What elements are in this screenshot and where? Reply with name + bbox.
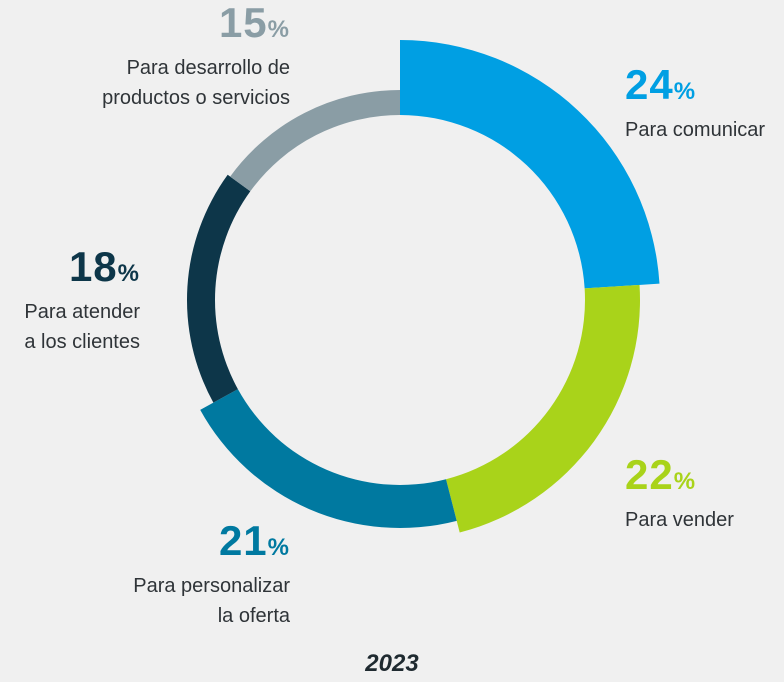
category-label: Para desarrollo de productos o servicios (102, 57, 290, 109)
donut-segment (400, 40, 660, 289)
value-label: 18% (68, 243, 140, 290)
donut-segment (446, 284, 640, 533)
segment-label: 15% Para desarrollo de productos o servic… (55, 0, 290, 113)
category-label: Para vender (625, 509, 734, 531)
segment-label: 22% Para vender (625, 452, 784, 535)
segment-label: 18% Para atender a los clientes (10, 244, 140, 357)
segment-label: 21% Para personalizar la oferta (115, 518, 290, 631)
category-label: Para personalizar la oferta (133, 575, 290, 627)
donut-segment (186, 174, 251, 403)
value-label: 15% (218, 0, 290, 46)
value-label: 21% (218, 517, 290, 564)
donut-segment (200, 389, 457, 528)
value-label: 24% (625, 61, 697, 108)
donut-segment (230, 90, 400, 192)
category-label: Para comunicar (625, 119, 766, 141)
segment-label: 24% Para comunicar (625, 62, 784, 145)
chart-title: 2023 (365, 650, 419, 677)
value-label: 22% (625, 451, 697, 498)
category-label: Para atender a los clientes (24, 301, 140, 353)
